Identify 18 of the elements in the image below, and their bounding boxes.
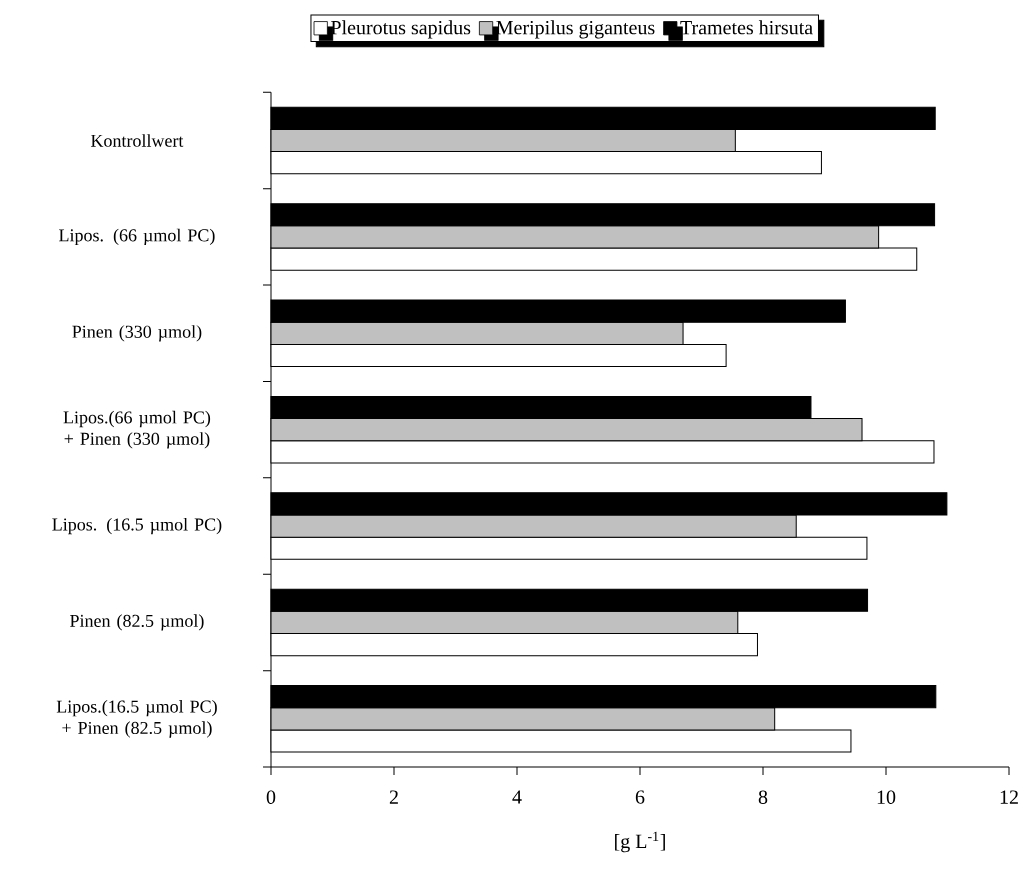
y-tick-label: Lipos.(66 µmol PC) + Pinen (330 µmol) bbox=[63, 410, 211, 449]
y-tick-label: Lipos.(16.5 µmol PC) + Pinen (82.5 µmol) bbox=[56, 700, 217, 738]
x-tick-label: 0 bbox=[266, 790, 276, 804]
x-tick-label: 12 bbox=[1000, 790, 1018, 804]
legend-label: Meripilus giganteus bbox=[496, 20, 655, 39]
legend-label: Trametes hirsuta bbox=[680, 20, 813, 35]
x-axis-title: [g L$^{-1}$] bbox=[615, 831, 665, 853]
x-tick-label: 2 bbox=[389, 790, 398, 804]
y-tick-label: Pinen (330 µmol) bbox=[72, 325, 202, 342]
y-tick-label: Pinen (82.5 µmol) bbox=[70, 614, 204, 631]
y-tick-label: Lipos. (66 µmol PC) bbox=[59, 228, 215, 246]
x-tick-label: 10 bbox=[877, 790, 896, 804]
y-tick-label: Lipos. (16.5 µmol PC) bbox=[52, 517, 222, 535]
x-tick-label: 8 bbox=[758, 790, 768, 804]
y-tick-label: Kontrollwert bbox=[90, 134, 184, 147]
x-tick-label: 6 bbox=[635, 790, 645, 804]
x-tick-label: 4 bbox=[512, 790, 522, 804]
legend-label: Pleurotus sapidus bbox=[331, 20, 471, 39]
